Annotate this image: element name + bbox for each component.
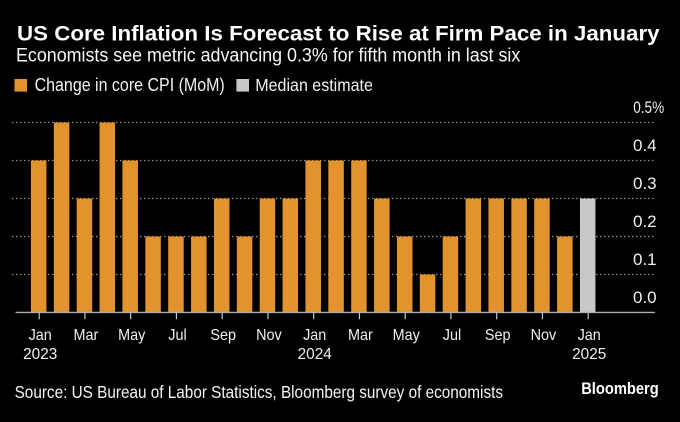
svg-text:Sep: Sep xyxy=(210,326,236,344)
svg-text:Nov: Nov xyxy=(531,326,557,344)
svg-text:0.1: 0.1 xyxy=(633,250,657,269)
svg-text:Source: US Bureau of Labor Sta: Source: US Bureau of Labor Statistics, B… xyxy=(15,382,503,402)
svg-text:0.2: 0.2 xyxy=(633,212,657,231)
svg-text:Economists see metric advancin: Economists see metric advancing 0.3% for… xyxy=(16,44,521,66)
svg-text:2023: 2023 xyxy=(23,346,57,363)
svg-text:0.4: 0.4 xyxy=(633,136,657,155)
svg-text:2024: 2024 xyxy=(298,346,332,363)
svg-text:Jul: Jul xyxy=(443,326,461,344)
svg-text:Jul: Jul xyxy=(168,326,186,344)
svg-text:Change in core CPI (MoM): Change in core CPI (MoM) xyxy=(35,75,225,95)
svg-text:2025: 2025 xyxy=(572,346,606,363)
svg-text:Nov: Nov xyxy=(256,326,282,344)
svg-text:Jan: Jan xyxy=(578,326,601,344)
svg-text:Median estimate: Median estimate xyxy=(255,75,373,95)
svg-text:Bloomberg: Bloomberg xyxy=(581,380,659,398)
svg-text:0.3: 0.3 xyxy=(633,174,657,193)
svg-text:0.0: 0.0 xyxy=(633,288,657,307)
svg-text:Mar: Mar xyxy=(348,326,373,344)
svg-text:Jan: Jan xyxy=(303,326,326,344)
svg-text:Sep: Sep xyxy=(485,326,511,344)
svg-text:May: May xyxy=(118,326,146,344)
svg-text:0.5%: 0.5% xyxy=(633,99,664,118)
svg-text:Mar: Mar xyxy=(74,326,99,344)
svg-text:May: May xyxy=(393,326,421,344)
svg-text:US Core Inflation Is Forecast: US Core Inflation Is Forecast to Rise at… xyxy=(17,21,660,46)
svg-text:Jan: Jan xyxy=(29,326,52,344)
